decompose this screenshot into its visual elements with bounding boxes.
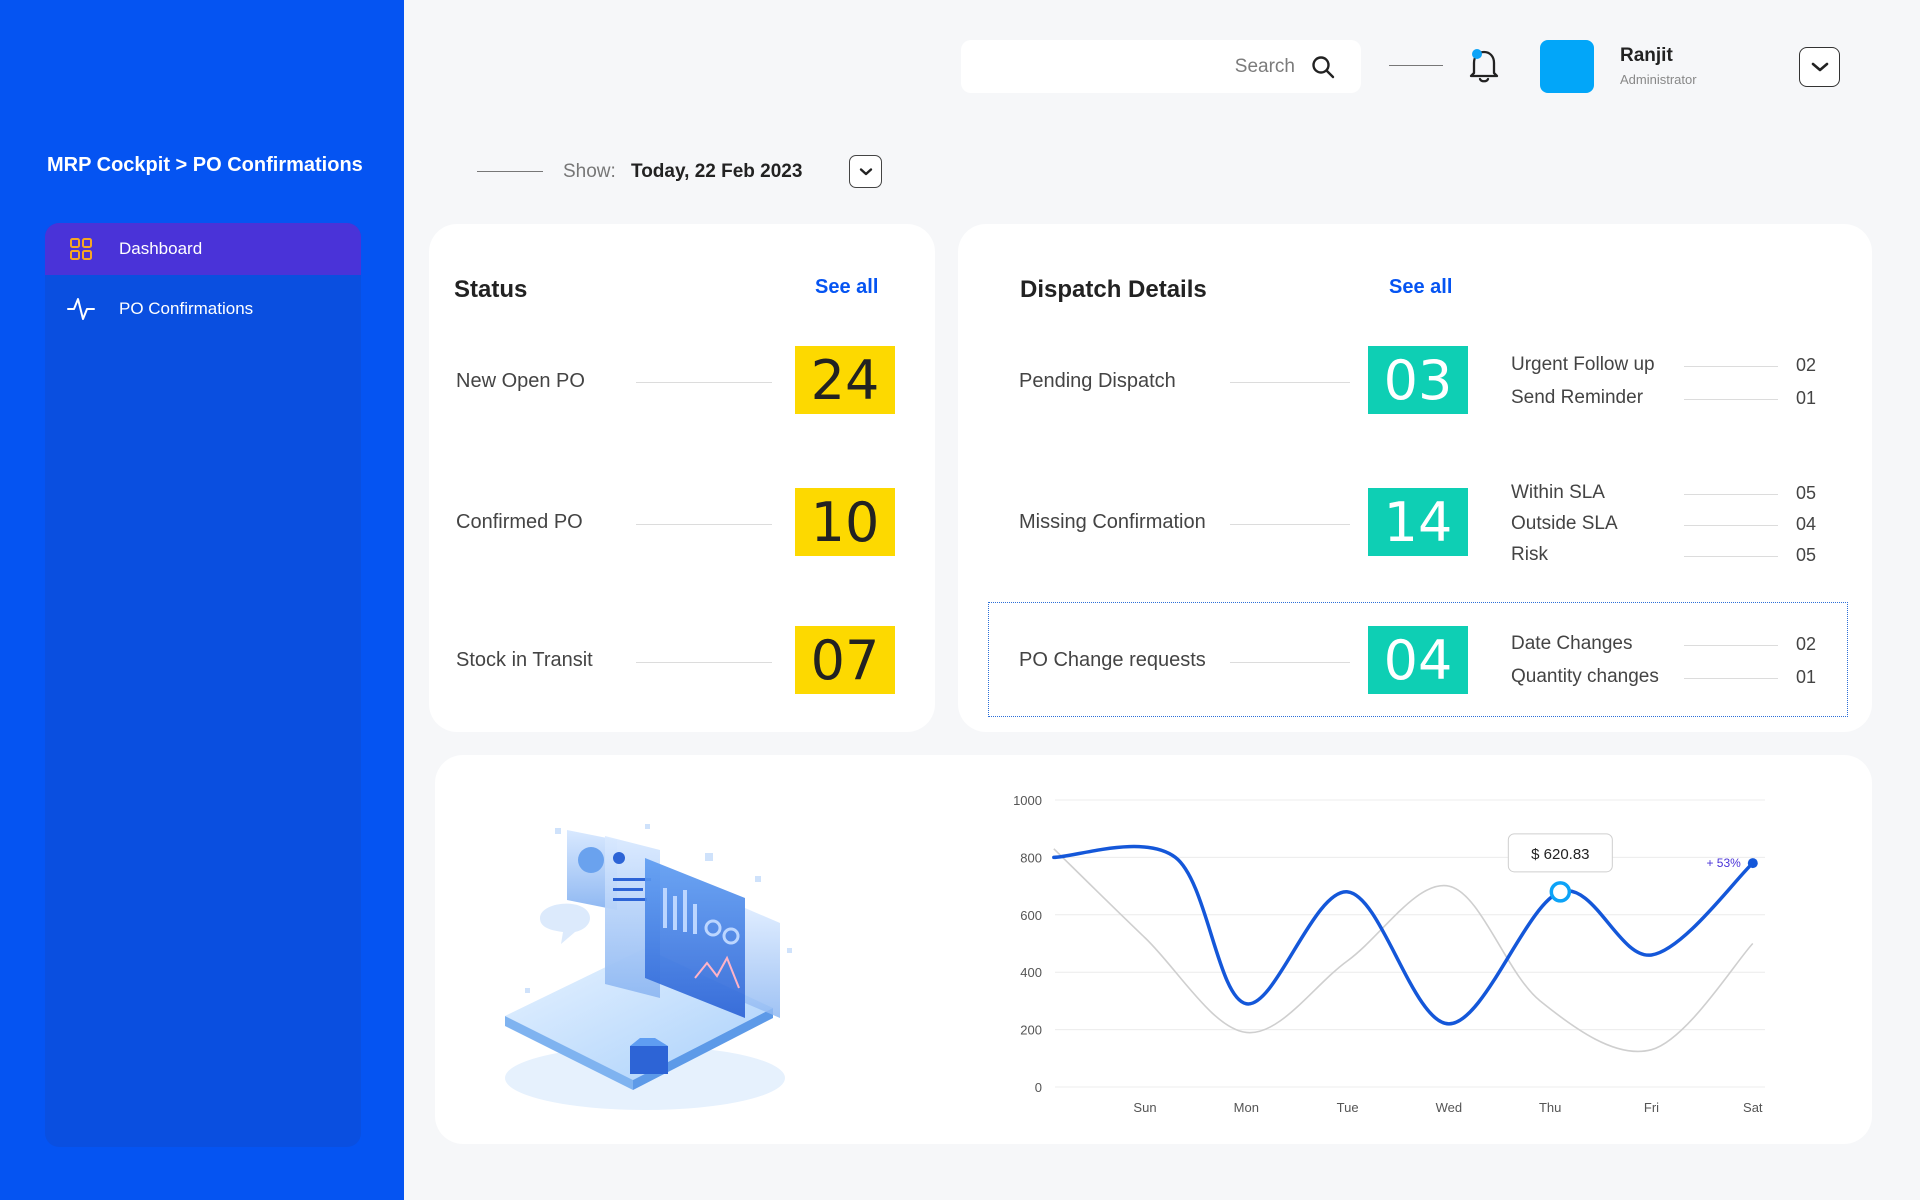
sidebar: MRP Cockpit > PO Confirmations Dashboard… bbox=[0, 0, 404, 1200]
x-tick-label: Thu bbox=[1539, 1100, 1561, 1115]
bell-icon[interactable] bbox=[1466, 46, 1502, 84]
detail-label: Quantity changes bbox=[1511, 666, 1659, 687]
tooltip-label: $ 620.83 bbox=[1531, 846, 1589, 863]
divider bbox=[636, 524, 772, 525]
divider bbox=[636, 662, 772, 663]
show-label: Show: bbox=[563, 161, 616, 182]
x-tick-label: Sat bbox=[1743, 1100, 1763, 1115]
divider bbox=[636, 382, 772, 383]
detail-value: 04 bbox=[1796, 514, 1817, 534]
activity-icon bbox=[65, 293, 97, 325]
divider bbox=[1684, 678, 1778, 679]
divider bbox=[1684, 366, 1778, 367]
count-badge: 04 bbox=[1368, 626, 1468, 694]
divider bbox=[1389, 65, 1443, 66]
dispatch-card: Dispatch Details See all Pending Dispatc… bbox=[958, 224, 1872, 732]
detail-value: 02 bbox=[1796, 355, 1817, 375]
divider bbox=[1684, 494, 1778, 495]
detail-label: Send Reminder bbox=[1511, 387, 1644, 408]
user-menu-button[interactable] bbox=[1799, 47, 1840, 87]
detail-value: 02 bbox=[1796, 634, 1817, 654]
divider bbox=[1684, 645, 1778, 646]
search-input[interactable] bbox=[995, 55, 1295, 78]
detail-value: 01 bbox=[1796, 667, 1817, 687]
see-all-link[interactable]: See all bbox=[815, 276, 879, 298]
detail-label: Outside SLA bbox=[1511, 513, 1618, 534]
row-label: Pending Dispatch bbox=[1019, 370, 1176, 392]
row-label: Stock in Transit bbox=[456, 649, 593, 671]
user-role: Administrator bbox=[1620, 72, 1697, 87]
tooltip-box bbox=[1507, 833, 1613, 873]
sidebar-item-label: Dashboard bbox=[119, 239, 203, 258]
row-label: Missing Confirmation bbox=[1019, 511, 1206, 533]
selection-outline bbox=[988, 602, 1848, 717]
dashboard-illustration bbox=[505, 824, 792, 1110]
divider bbox=[1230, 382, 1350, 383]
chevron-down-icon bbox=[859, 167, 873, 177]
x-tick-label: Fri bbox=[1644, 1100, 1659, 1115]
divider bbox=[1684, 525, 1778, 526]
y-tick-label: 1000 bbox=[1013, 793, 1042, 808]
divider bbox=[1230, 662, 1350, 663]
end-point bbox=[1747, 858, 1758, 869]
divider bbox=[1684, 556, 1778, 557]
date-filter-value[interactable]: Today, 22 Feb 2023 bbox=[631, 161, 803, 182]
count-badge: 14 bbox=[1368, 488, 1468, 556]
divider bbox=[477, 171, 543, 172]
detail-label: Within SLA bbox=[1511, 482, 1605, 503]
y-tick-label: 200 bbox=[1020, 1023, 1042, 1038]
x-tick-label: Sun bbox=[1133, 1100, 1156, 1115]
date-filter-dropdown[interactable] bbox=[849, 155, 882, 188]
y-tick-label: 800 bbox=[1020, 850, 1042, 865]
card-title: Dispatch Details bbox=[1020, 276, 1207, 303]
card-title: Status bbox=[454, 276, 528, 303]
detail-value: 05 bbox=[1796, 545, 1817, 565]
count-badge: 24 bbox=[795, 346, 895, 414]
x-tick-label: Mon bbox=[1234, 1100, 1259, 1115]
y-tick-label: 600 bbox=[1020, 908, 1042, 923]
divider bbox=[1230, 524, 1350, 525]
divider bbox=[1684, 399, 1778, 400]
change-annotation: + 53% bbox=[1706, 856, 1741, 870]
search-icon[interactable] bbox=[1311, 55, 1335, 79]
see-all-link[interactable]: See all bbox=[1389, 276, 1453, 298]
search-bar bbox=[961, 40, 1361, 93]
chevron-down-icon bbox=[1811, 61, 1829, 73]
sidebar-item-po-confirmations[interactable]: PO Confirmations bbox=[45, 283, 361, 335]
detail-value: 01 bbox=[1796, 388, 1817, 408]
row-label: PO Change requests bbox=[1019, 649, 1206, 671]
status-card: Status See all New Open PO 24 Confirmed … bbox=[429, 224, 935, 732]
nav-panel: Dashboard PO Confirmations bbox=[45, 223, 361, 1147]
y-tick-label: 400 bbox=[1020, 965, 1042, 980]
y-tick-label: 0 bbox=[1035, 1080, 1042, 1095]
count-badge: 07 bbox=[795, 626, 895, 694]
detail-label: Urgent Follow up bbox=[1511, 354, 1655, 375]
series-line-secondary bbox=[1053, 848, 1754, 1053]
series-line-primary bbox=[1052, 844, 1755, 1026]
breadcrumb: MRP Cockpit > PO Confirmations bbox=[47, 154, 363, 176]
detail-label: Date Changes bbox=[1511, 633, 1633, 654]
line-chart: 0 200 400 600 800 1000 Sun Mon Tue Wed Thu Fri Sat $ … bbox=[1013, 793, 1765, 1115]
row-label: Confirmed PO bbox=[456, 511, 583, 533]
user-name: Ranjit bbox=[1620, 45, 1673, 66]
highlight-point bbox=[1549, 881, 1572, 903]
count-badge: 10 bbox=[795, 488, 895, 556]
row-label: New Open PO bbox=[456, 370, 585, 392]
x-tick-label: Tue bbox=[1337, 1100, 1359, 1115]
avatar[interactable] bbox=[1540, 40, 1594, 93]
count-badge: 03 bbox=[1368, 346, 1468, 414]
detail-value: 05 bbox=[1796, 483, 1817, 503]
grid-icon bbox=[65, 233, 97, 265]
sidebar-item-dashboard[interactable]: Dashboard bbox=[45, 223, 361, 275]
sidebar-item-label: PO Confirmations bbox=[119, 299, 254, 318]
detail-label: Risk bbox=[1511, 544, 1548, 565]
x-tick-label: Wed bbox=[1436, 1100, 1463, 1115]
